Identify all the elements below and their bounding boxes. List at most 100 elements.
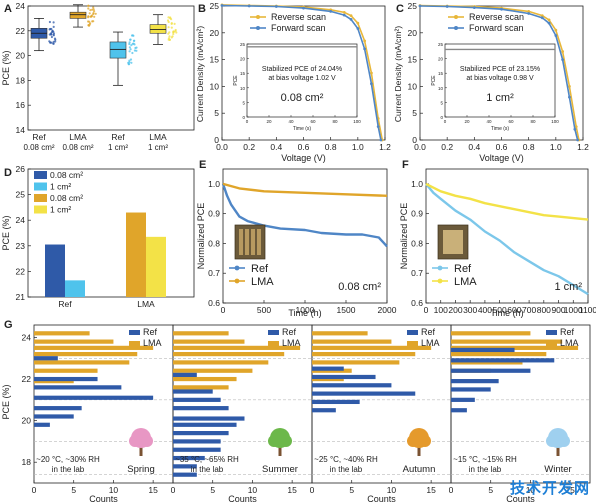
x-tick-label: 1100 [579,305,596,315]
series-marker [379,138,383,142]
bar-ref [451,387,491,392]
data-point [128,41,131,44]
inset-x-tick-label: 40 [486,119,492,124]
legend-label: LMA [560,338,579,348]
legend-label: 0.08 cm² [50,170,83,180]
series-line [221,4,382,141]
box-plot [30,17,57,52]
y-tick-label: 0.6 [411,298,423,308]
bar-ref [451,368,531,373]
data-point [92,8,95,11]
inset-x-tick-label: 20 [464,119,470,124]
inset-x-tick-label: 20 [266,119,272,124]
data-point [52,21,55,24]
data-point [52,34,55,37]
inset-y-tick-label: 10 [240,86,246,91]
legend-marker [256,26,260,30]
x-tick-label: 700 [522,305,536,315]
inset-text: Stabilized PCE of 24.04% [262,66,342,73]
category-label: LMA [69,132,87,142]
data-point [51,29,54,32]
inset-x-tick-label: 100 [353,119,361,124]
bar-lma [451,339,563,344]
legend-label: Forward scan [271,23,326,33]
x-tick-label: 10 [387,485,397,495]
series-marker [342,11,346,14]
y-tick-label: 25 [408,1,418,11]
box-plot [69,4,97,28]
x-tick-label: 1.2 [379,142,391,152]
y-tick-label: 0.8 [411,238,423,248]
bar-ref [173,397,221,402]
bar-lma [173,345,301,350]
y-tick-label: 10 [408,81,418,91]
y-tick-label: 23 [16,241,26,251]
series-marker [220,4,224,7]
bar-ref [34,422,50,427]
x-tick-label: 0.2 [243,142,255,152]
legend-marker [234,265,240,271]
panel-letter: G [4,319,13,331]
legend-label: LMA [421,338,440,348]
y-tick-label: 0.7 [208,268,220,278]
bar-ref [173,447,221,452]
device-cell [239,229,243,255]
bar-lma [451,331,531,336]
series-marker [527,9,531,13]
legend-swatch [268,341,279,346]
data-point [166,19,170,22]
x-tick-label: 10 [109,485,119,495]
data-point [50,35,54,39]
legend-label: Ref [143,327,158,337]
legend-swatch [34,205,47,214]
x-tick-label: 500 [493,305,507,315]
series-line [419,4,580,141]
x-tick-label: 0.6 [496,142,508,152]
data-point [131,51,134,55]
bar-ref [34,414,74,419]
data-point [132,42,135,45]
y-axis-label: Current Density (mA/cm²) [393,26,403,123]
data-point [52,40,55,44]
inset-y-tick-label: 0 [242,115,245,120]
bar-ref [173,464,197,469]
series-marker [363,47,367,51]
y-tick-label: 0.7 [411,268,423,278]
panel-letter: D [4,167,12,179]
condition-text: ~25 °C, ~40% RH [314,455,378,464]
x-tick-label: 10 [248,485,258,495]
data-point [89,9,92,12]
data-point [93,15,96,18]
inset-x-tick-label: 0 [246,119,249,124]
bar-ref [173,406,229,411]
x-tick-label: 400 [478,305,492,315]
data-point [169,16,172,19]
y-tick-label: 22 [22,374,32,384]
bar-lma [451,352,547,357]
x-tick-label: 0.6 [298,142,310,152]
y-tick-label: 0 [412,135,417,145]
x-tick-label: 0 [310,485,315,495]
y-tick-label: 26 [16,164,26,174]
panel-b: 0 5 10 15 20 25 0.0 0.2 0.4 0.6 0.8 1.0 1.2 Current D… [195,1,391,163]
inset-x-label: Time (s) [491,126,509,132]
condition-text: in the lab [191,465,224,474]
data-point [167,26,170,29]
bar [146,236,166,297]
data-point [52,42,55,45]
bar-lma [173,385,229,390]
series-marker [418,4,422,8]
bar-ref [312,391,416,396]
bar-ref [451,358,555,363]
condition-text: in the lab [330,465,363,474]
x-axis-label: Counts [89,494,118,502]
legend-label: Ref [421,327,436,337]
data-point [170,26,173,29]
category-label: Ref [58,299,72,309]
y-axis-label: Normalized PCE [399,203,409,270]
season-label: Autumn [403,464,436,475]
inset-y-tick-label: 5 [242,100,245,105]
bar-lma [312,345,432,350]
